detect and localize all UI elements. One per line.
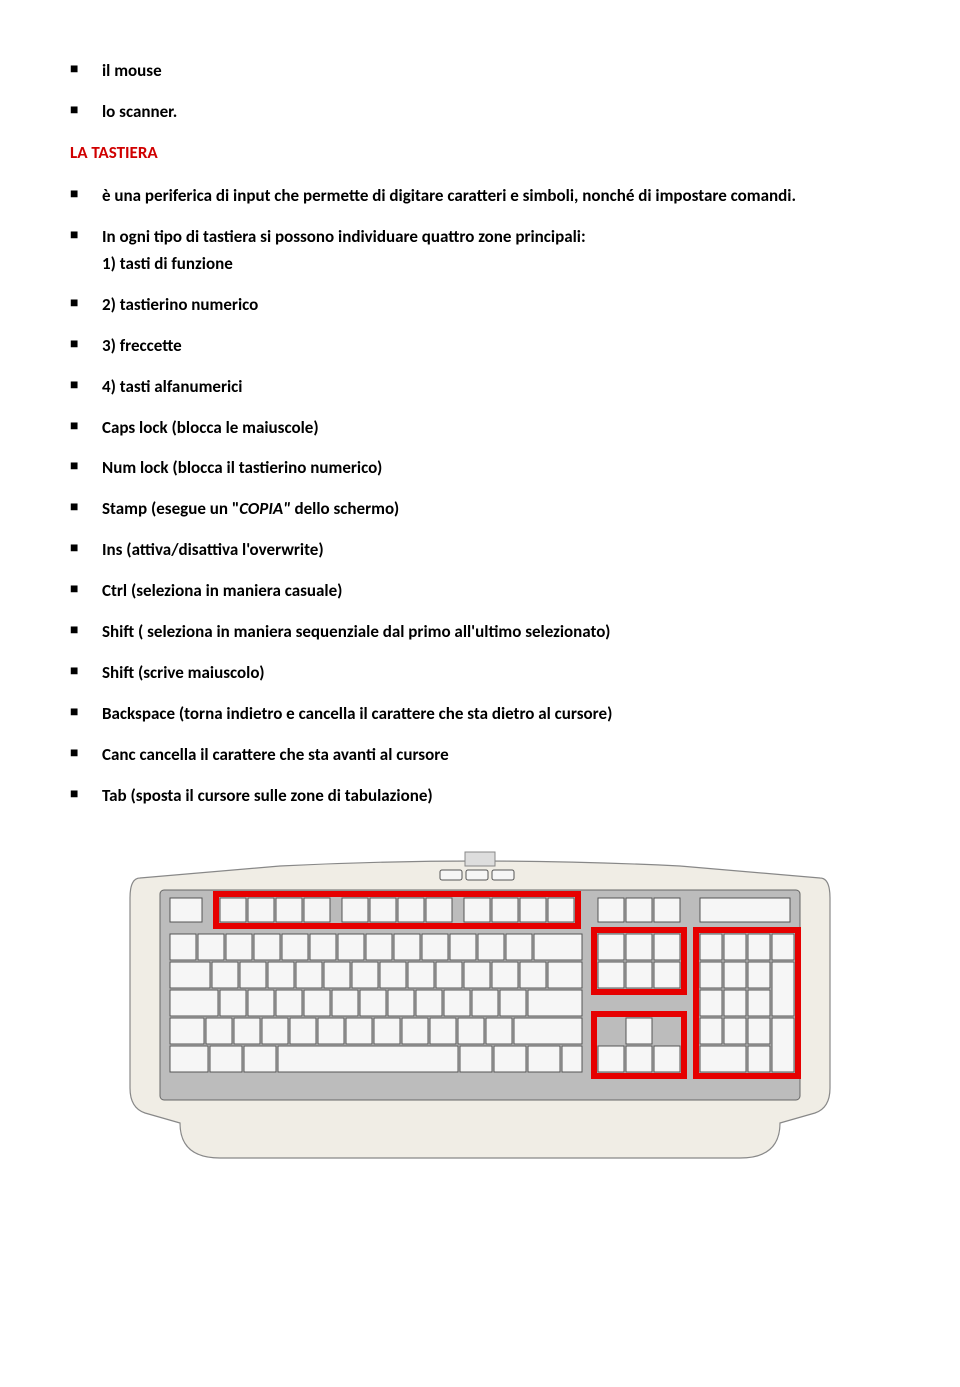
item-shift-caps: Shift (scrive maiuscolo) <box>70 662 890 685</box>
item-intro: è una periferica di input che permette d… <box>70 185 890 208</box>
kb-topbtn-3 <box>492 870 514 880</box>
kb-topbtn-2 <box>466 870 488 880</box>
item-zones-intro: In ogni tipo di tastiera si possono indi… <box>70 226 890 276</box>
stamp-em: COPIA" <box>239 498 290 519</box>
main-list: è una periferica di input che permette d… <box>70 185 890 808</box>
kb-num-row <box>170 934 582 960</box>
item-capslock: Caps lock (blocca le maiuscole) <box>70 417 890 440</box>
top-list: il mouse lo scanner. <box>70 60 890 124</box>
zone1-text: 1) tasti di funzione <box>102 253 233 276</box>
item-zone2: 2) tastierino numerico <box>70 294 890 317</box>
kb-row-bottom <box>170 1046 582 1072</box>
zones-intro-text: In ogni tipo di tastiera si possono indi… <box>102 226 586 247</box>
item-scanner: lo scanner. <box>70 101 890 124</box>
kb-topbtn-1 <box>440 870 462 880</box>
item-numlock: Num lock (blocca il tastierino numerico) <box>70 457 890 480</box>
item-zone4: 4) tasti alfanumerici <box>70 376 890 399</box>
heading-tastiera: LA TASTIERA <box>70 142 890 163</box>
stamp-pre: Stamp (esegue un " <box>102 498 239 519</box>
item-backspace: Backspace (torna indietro e cancella il … <box>70 703 890 726</box>
item-shift-seq: Shift ( seleziona in maniera sequenziale… <box>70 621 890 644</box>
item-canc: Canc cancella il carattere che sta avant… <box>70 744 890 767</box>
kb-row-a <box>170 990 582 1016</box>
item-zone3: 3) freccette <box>70 335 890 358</box>
item-ins: Ins (attiva/disattiva l'overwrite) <box>70 539 890 562</box>
item-mouse: il mouse <box>70 60 890 83</box>
kb-row-q <box>170 962 582 988</box>
item-tab: Tab (sposta il cursore sulle zone di tab… <box>70 785 890 808</box>
keyboard-svg <box>120 848 840 1168</box>
kb-cable <box>465 852 495 866</box>
item-stamp: Stamp (esegue un "COPIA" dello schermo) <box>70 498 890 521</box>
item-ctrl: Ctrl (seleziona in maniera casuale) <box>70 580 890 603</box>
stamp-post: dello schermo) <box>291 498 399 519</box>
kb-row-z <box>170 1018 582 1044</box>
keyboard-figure <box>70 848 890 1173</box>
